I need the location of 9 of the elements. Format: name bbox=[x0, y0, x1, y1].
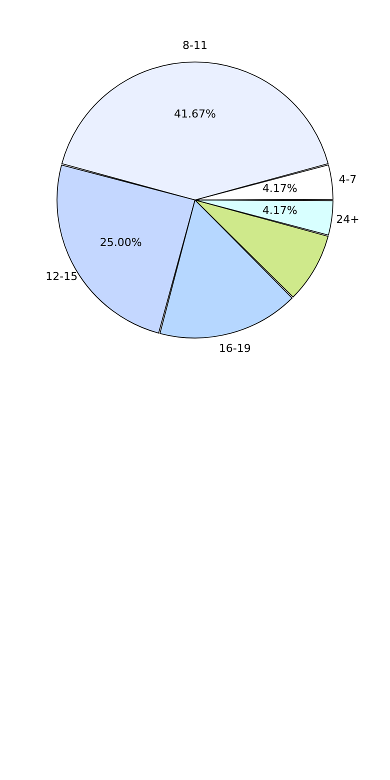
data-label: 4.17% bbox=[262, 182, 298, 195]
slice-label: 4-7 bbox=[338, 172, 357, 186]
data-label: 4.17% bbox=[262, 204, 298, 218]
slice-label: 12-15 bbox=[46, 270, 78, 284]
slice-label: 24+ bbox=[336, 213, 360, 226]
slice-label: 16-19 bbox=[218, 342, 251, 355]
slice-label: 8-11 bbox=[182, 39, 208, 52]
data-label: 41.67% bbox=[174, 107, 216, 120]
data-label: 25.00% bbox=[100, 236, 142, 249]
